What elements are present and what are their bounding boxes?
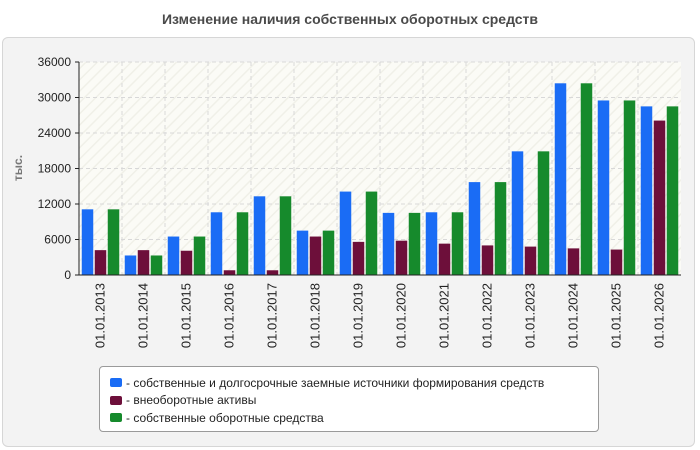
sources-bar bbox=[468, 182, 481, 275]
sources-bar bbox=[167, 236, 180, 275]
y-tick-label: 0 bbox=[64, 268, 71, 282]
legend-item-sources: - собственные и долгосрочные заемные ист… bbox=[110, 374, 598, 392]
noncurrent-assets-bar bbox=[395, 240, 408, 275]
noncurrent-assets-bar bbox=[567, 248, 580, 275]
sources-bar bbox=[253, 196, 266, 275]
noncurrent-assets-bar bbox=[352, 241, 365, 275]
y-tick-label: 18000 bbox=[38, 162, 72, 176]
sources-bar bbox=[339, 191, 352, 275]
sources-bar bbox=[124, 255, 137, 275]
x-tick-label: 01.01.2016 bbox=[222, 283, 237, 348]
noncurrent-assets-bar bbox=[481, 245, 494, 275]
x-tick-label: 01.01.2020 bbox=[394, 283, 409, 348]
sources-bar bbox=[81, 209, 94, 275]
legend-swatch-noncurrent-assets bbox=[110, 395, 122, 405]
chart-title: Изменение наличия собственных оборотных … bbox=[161, 11, 539, 27]
noncurrent-assets-bar bbox=[610, 249, 623, 275]
working-capital-bar bbox=[193, 236, 206, 275]
working-capital-bar bbox=[537, 151, 550, 275]
legend-label-working-capital: - собственные оборотные средства bbox=[126, 410, 324, 425]
legend-item-noncurrent-assets: - внеоборотные активы bbox=[110, 392, 598, 410]
y-tick-label: 30000 bbox=[38, 91, 72, 105]
x-tick-label: 01.01.2024 bbox=[566, 283, 581, 348]
noncurrent-assets-bar bbox=[180, 250, 193, 275]
working-capital-bar bbox=[279, 196, 292, 275]
x-tick-label: 01.01.2015 bbox=[179, 283, 194, 348]
sources-bar bbox=[382, 212, 395, 275]
x-tick-label: 01.01.2013 bbox=[93, 283, 108, 348]
working-capital-bar bbox=[623, 100, 636, 275]
y-axis-label: тыс. bbox=[11, 155, 25, 181]
y-tick-label: 12000 bbox=[38, 197, 72, 211]
y-tick-label: 6000 bbox=[44, 233, 71, 247]
x-tick-label: 01.01.2026 bbox=[652, 283, 667, 348]
noncurrent-assets-bar bbox=[438, 243, 451, 275]
sources-bar bbox=[597, 100, 610, 275]
y-tick-label: 36000 bbox=[38, 55, 72, 69]
noncurrent-assets-bar bbox=[94, 250, 107, 275]
legend-item-working-capital: - собственные оборотные средства bbox=[110, 409, 598, 427]
working-capital-bar bbox=[451, 212, 464, 275]
working-capital-bar bbox=[150, 255, 163, 275]
noncurrent-assets-bar bbox=[223, 270, 236, 275]
sources-bar bbox=[425, 212, 438, 275]
x-tick-label: 01.01.2017 bbox=[265, 283, 280, 348]
working-capital-bar bbox=[365, 191, 378, 275]
noncurrent-assets-bar bbox=[137, 250, 150, 275]
x-tick-label: 01.01.2021 bbox=[437, 283, 452, 348]
sources-bar bbox=[210, 212, 223, 275]
y-tick-label: 24000 bbox=[38, 126, 72, 140]
sources-bar bbox=[640, 106, 653, 275]
legend-label-noncurrent-assets: - внеоборотные активы bbox=[126, 393, 257, 408]
noncurrent-assets-bar bbox=[266, 270, 279, 275]
working-capital-bar bbox=[580, 83, 593, 275]
legend-label-sources: - собственные и долгосрочные заемные ист… bbox=[126, 375, 545, 390]
sources-bar bbox=[511, 151, 524, 275]
sources-bar bbox=[296, 230, 309, 275]
sources-bar bbox=[554, 83, 567, 275]
x-tick-label: 01.01.2025 bbox=[609, 283, 624, 348]
x-tick-label: 01.01.2023 bbox=[523, 283, 538, 348]
working-capital-bar bbox=[107, 209, 120, 275]
chart-legend: - собственные и долгосрочные заемные ист… bbox=[99, 366, 599, 432]
legend-swatch-sources bbox=[110, 378, 122, 388]
legend-swatch-working-capital bbox=[110, 413, 122, 423]
working-capital-bar bbox=[236, 212, 249, 275]
x-tick-label: 01.01.2022 bbox=[480, 283, 495, 348]
x-tick-label: 01.01.2019 bbox=[351, 283, 366, 348]
noncurrent-assets-bar bbox=[653, 120, 666, 275]
working-capital-bar bbox=[494, 182, 507, 275]
working-capital-bar bbox=[408, 212, 421, 275]
working-capital-bar bbox=[322, 230, 335, 275]
noncurrent-assets-bar bbox=[309, 236, 322, 275]
working-capital-bar bbox=[666, 106, 679, 275]
x-tick-label: 01.01.2018 bbox=[308, 283, 323, 348]
x-tick-label: 01.01.2014 bbox=[136, 283, 151, 348]
noncurrent-assets-bar bbox=[524, 246, 537, 275]
